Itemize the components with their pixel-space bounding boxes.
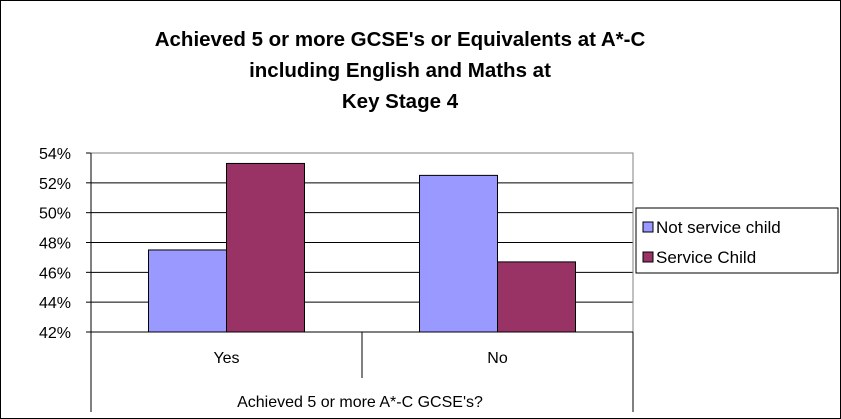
y-tick-label-44: 44% bbox=[39, 295, 71, 312]
y-tick-label-52: 52% bbox=[39, 176, 71, 193]
plot-area: 42% 44% 46% 48% 50% 52% 54% Yes No bbox=[39, 146, 634, 412]
y-tick-label-50: 50% bbox=[39, 206, 71, 223]
bar-no-not-service-child bbox=[419, 174, 498, 333]
legend-swatch-service-child bbox=[642, 251, 654, 263]
chart-title: Achieved 5 or more GCSE's or Equivalents… bbox=[40, 24, 760, 117]
y-tick-label-54: 54% bbox=[39, 146, 71, 163]
y-tick-label-46: 46% bbox=[39, 265, 71, 282]
legend-box bbox=[635, 207, 839, 274]
legend-label-not-service-child: Not service child bbox=[656, 218, 781, 237]
chart-title-line-3: Key Stage 4 bbox=[341, 90, 459, 113]
chart-title-line-1: Achieved 5 or more GCSE's or Equivalents… bbox=[154, 28, 646, 51]
legend-label-service-child: Service Child bbox=[656, 248, 756, 267]
bar-yes-not-service-child bbox=[148, 249, 227, 333]
y-tick-label-42: 42% bbox=[39, 325, 71, 342]
chart-title-line-2: including English and Maths at bbox=[249, 59, 551, 82]
x-axis-title: Achieved 5 or more A*-C GCSE's? bbox=[237, 394, 483, 411]
y-tick-label-48: 48% bbox=[39, 236, 71, 253]
x-tick-label-yes: Yes bbox=[213, 350, 239, 367]
bar-yes-service-child bbox=[226, 162, 305, 333]
x-tick-label-no: No bbox=[487, 350, 508, 367]
bar-no-service-child bbox=[497, 261, 576, 333]
legend-swatch-not-service-child bbox=[642, 221, 654, 233]
legend: Not service child Service Child bbox=[635, 207, 839, 274]
